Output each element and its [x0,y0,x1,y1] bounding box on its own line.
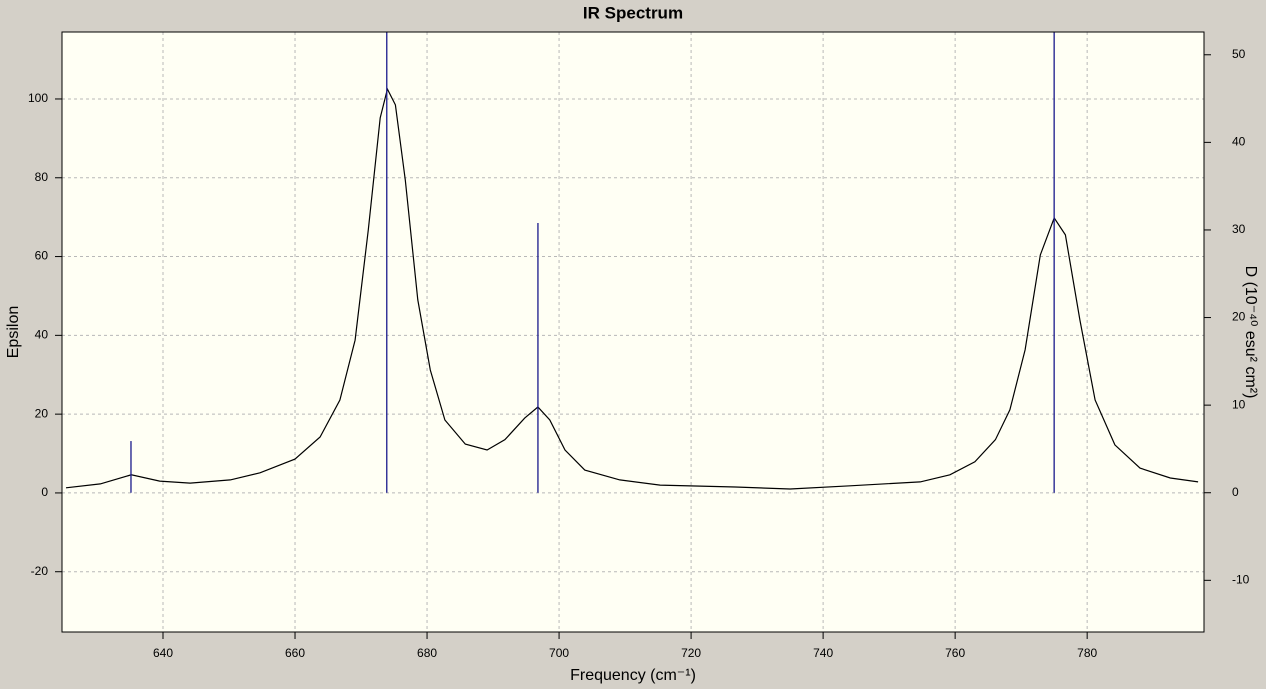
y-tick-label: -20 [31,564,49,578]
x-tick-label: 640 [153,646,173,660]
x-tick-label: 700 [549,646,569,660]
x-tick-label: 780 [1077,646,1097,660]
x-tick-label: 720 [681,646,701,660]
y-tick-label: 40 [35,328,49,342]
x-axis-label: Frequency (cm⁻¹) [570,667,696,684]
y-axis-label: Epsilon [5,306,22,358]
y2-tick-label: 20 [1232,310,1246,324]
plot-area [61,31,1205,633]
y2-tick-label: -10 [1232,572,1250,586]
y2-axis-label: D (10⁻⁴⁰ esu² cm²) [1242,266,1259,399]
y2-tick-label: 0 [1232,485,1239,499]
y2-tick-label: 50 [1232,47,1246,61]
plot-border [61,31,1205,633]
y-tick-label: 100 [28,91,48,105]
plot-content [62,32,1204,632]
y-tick-label: 20 [35,406,49,420]
x-tick-label: 760 [945,646,965,660]
x-tick-label: 680 [417,646,437,660]
y2-tick-label: 30 [1232,222,1246,236]
y-tick-label: 60 [35,249,49,263]
y2-tick-label: 10 [1232,397,1246,411]
chart-title: IR Spectrum [583,3,683,22]
y2-tick-label: 40 [1232,135,1246,149]
x-tick-label: 740 [813,646,833,660]
x-tick-label: 660 [285,646,305,660]
y-tick-label: 80 [35,170,49,184]
y-tick-label: 0 [41,485,48,499]
